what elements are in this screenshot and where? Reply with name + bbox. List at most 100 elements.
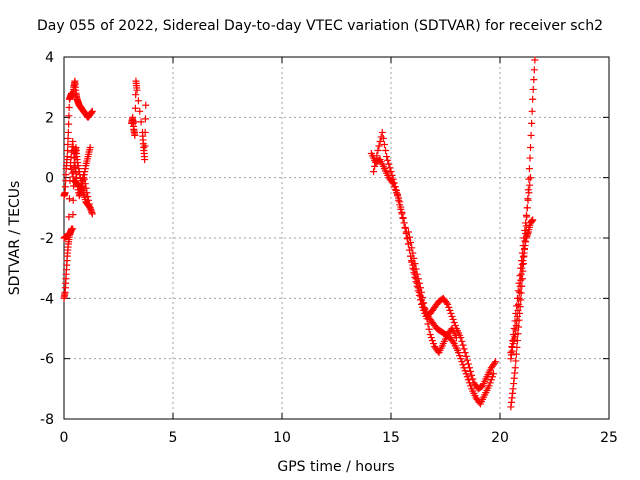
data-point (131, 104, 139, 112)
data-point (526, 181, 534, 189)
data-point (84, 193, 92, 201)
x-tick-label: 15 (382, 430, 400, 446)
data-point (136, 107, 144, 115)
data-point (462, 370, 470, 378)
data-point (509, 337, 517, 345)
data-point (430, 340, 438, 348)
x-tick-label: 20 (491, 430, 509, 446)
data-point (443, 299, 451, 307)
data-point (517, 270, 525, 278)
data-point (465, 364, 473, 372)
data-point (513, 294, 521, 302)
data-point (450, 318, 458, 326)
data-point (530, 66, 538, 74)
data-point (457, 355, 465, 363)
data-point (516, 288, 524, 296)
data-point (419, 294, 427, 302)
data-point (461, 349, 469, 357)
data-point (525, 175, 533, 183)
data-point (65, 195, 73, 203)
data-point (64, 128, 72, 136)
data-point (421, 304, 429, 312)
data-point (398, 208, 406, 216)
y-axis-tick-labels: -8 -6 -4 -2 0 2 4 (40, 50, 54, 428)
data-point (528, 119, 536, 127)
data-point (463, 356, 471, 364)
data-point (141, 142, 149, 150)
data-point (424, 320, 432, 328)
data-point (399, 214, 407, 222)
y-tick-label: 0 (45, 171, 54, 187)
data-point (485, 382, 493, 390)
data-point (527, 144, 535, 151)
axis-ticks (63, 56, 610, 420)
data-point (375, 142, 383, 150)
data-point (513, 312, 521, 320)
data-point (65, 112, 73, 120)
data-point (385, 160, 393, 168)
data-point (512, 309, 520, 317)
data-point (64, 231, 72, 239)
data-point (524, 196, 532, 204)
y-tick-label: 4 (45, 50, 54, 66)
data-point (452, 334, 460, 342)
data-point (387, 168, 395, 176)
x-tick-label: 5 (169, 430, 178, 446)
y-tick-label: -4 (40, 291, 54, 307)
data-point (413, 270, 421, 278)
data-point (134, 97, 142, 105)
data-point (380, 140, 388, 148)
data-point (518, 257, 526, 265)
data-point (447, 309, 455, 317)
data-point (444, 300, 452, 308)
data-point (131, 118, 139, 126)
data-point (507, 349, 515, 357)
data-point (61, 183, 69, 191)
grid-lines (64, 57, 609, 419)
data-point (455, 349, 463, 357)
data-point (61, 189, 69, 197)
data-point (407, 239, 415, 247)
data-point (510, 325, 518, 332)
data-point (132, 91, 140, 99)
data-point (459, 341, 467, 349)
data-point (520, 234, 528, 242)
x-axis-tick-labels: 0 5 10 15 20 25 (60, 430, 618, 446)
data-point (529, 216, 537, 224)
y-tick-label: -6 (40, 352, 54, 368)
data-point (378, 128, 386, 136)
data-point (517, 276, 525, 284)
data-point (512, 350, 520, 358)
data-point (65, 104, 73, 112)
data-point (469, 375, 477, 383)
data-point (141, 128, 149, 136)
data-point (458, 337, 466, 345)
data-point (517, 264, 525, 272)
data-point (427, 334, 435, 342)
data-point (529, 95, 537, 103)
y-tick-label: -2 (40, 231, 54, 247)
data-point (409, 264, 417, 272)
data-point (65, 213, 73, 221)
data-point (414, 275, 422, 283)
data-point (418, 288, 426, 296)
data-point (401, 224, 409, 232)
data-point (456, 352, 464, 360)
data-point (530, 76, 538, 84)
data-point (379, 134, 387, 142)
data-point (515, 279, 523, 287)
data-point (67, 165, 75, 173)
data-point (463, 373, 471, 381)
data-point (86, 144, 94, 151)
data-point (525, 165, 533, 173)
data-point (86, 204, 94, 212)
data-point (141, 156, 149, 164)
data-point (423, 315, 431, 323)
data-point (416, 284, 424, 292)
data-point (409, 249, 417, 257)
data-point (408, 258, 416, 266)
data-point (394, 190, 402, 198)
data-point (514, 287, 522, 295)
data-point (486, 379, 494, 387)
x-tick-label: 10 (273, 430, 291, 446)
